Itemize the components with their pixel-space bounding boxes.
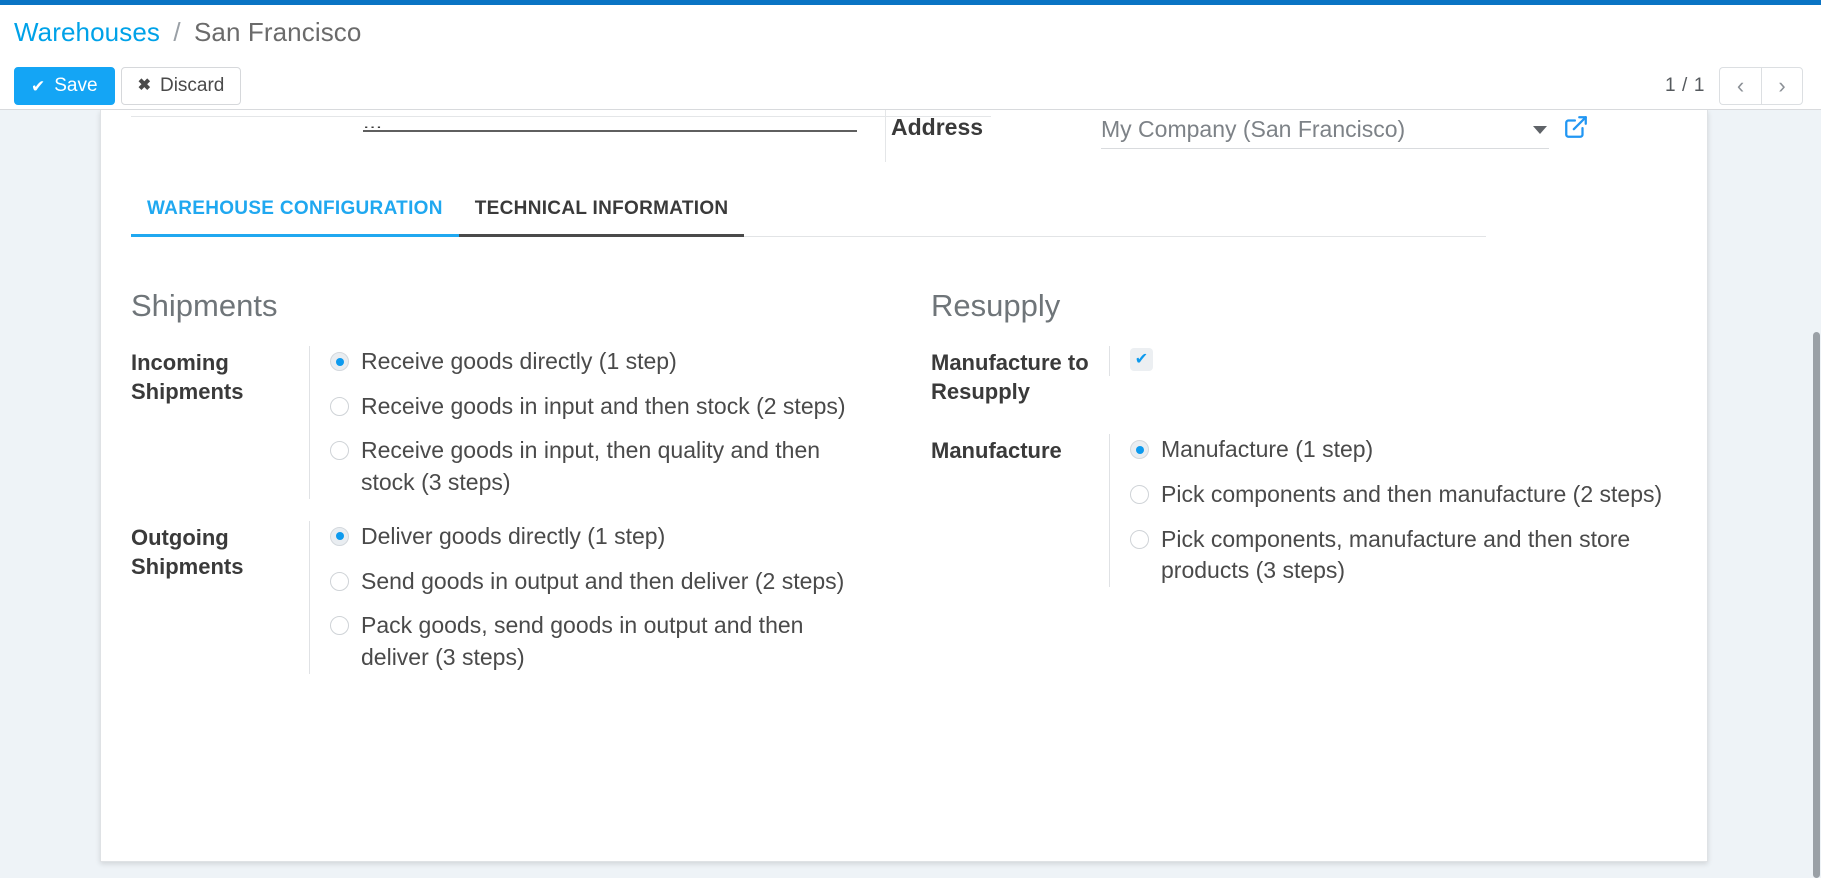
pager-buttons: ‹ › — [1719, 67, 1803, 105]
radio-icon — [330, 571, 349, 591]
field-manufacture-to-resupply: Manufacture to Resupply ✔ — [931, 346, 1671, 406]
radio-icon — [330, 396, 349, 416]
radio-label: Send goods in output and then deliver (2… — [361, 567, 845, 594]
form-column-divider — [885, 110, 886, 162]
short-name-underline — [363, 130, 857, 132]
vertical-scrollbar-thumb[interactable] — [1813, 332, 1820, 878]
pager-count: 1 / 1 — [1665, 75, 1705, 96]
radio-outgoing-3-steps[interactable]: Pack goods, send goods in output and the… — [330, 610, 871, 673]
breadcrumb-current-record: San Francisco — [193, 17, 362, 47]
short-name-field[interactable]: ... — [363, 110, 857, 132]
incoming-shipments-label: Incoming Shipments — [131, 350, 244, 405]
discard-button-label: Discard — [159, 75, 225, 96]
radio-label: Pick components, manufacture and then st… — [1161, 525, 1631, 584]
radio-manufacture-1-step[interactable]: Manufacture (1 step) — [1130, 434, 1671, 466]
record-action-buttons: ✔ Save ✖ Discard — [14, 67, 242, 105]
save-button[interactable]: ✔ Save — [14, 67, 115, 105]
manufacture-to-resupply-value: ✔ — [1109, 346, 1671, 376]
control-panel: Warehouses / San Francisco ✔ Save ✖ Disc… — [0, 5, 1821, 110]
manufacture-label: Manufacture — [931, 438, 1062, 464]
navbar-strip — [0, 0, 1821, 5]
field-outgoing-shipments: Outgoing Shipments Deliver goods directl… — [131, 520, 871, 674]
radio-outgoing-1-step[interactable]: Deliver goods directly (1 step) — [330, 521, 871, 553]
notebook-page-warehouse-configuration: Shipments Incoming Shipments Receive goo… — [131, 288, 1671, 696]
manufacture-to-resupply-checkbox[interactable]: ✔ — [1130, 348, 1153, 371]
tab-technical-information[interactable]: TECHNICAL INFORMATION — [458, 198, 745, 237]
short-name-value: ... — [363, 110, 383, 128]
shipments-group-title: Shipments — [131, 288, 278, 323]
radio-icon — [1130, 484, 1149, 504]
pager-next-button[interactable]: › — [1761, 67, 1803, 105]
radio-manufacture-3-steps[interactable]: Pick components, manufacture and then st… — [1130, 524, 1671, 587]
vertical-scrollbar[interactable] — [1812, 110, 1821, 878]
radio-label: Receive goods directly (1 step) — [361, 348, 677, 374]
radio-label: Receive goods in input, then quality and… — [361, 437, 821, 496]
address-field[interactable]: My Company (San Francisco) — [1101, 116, 1549, 149]
radio-manufacture-2-steps[interactable]: Pick components and then manufacture (2 … — [1130, 479, 1671, 511]
group-shipments: Shipments Incoming Shipments Receive goo… — [131, 288, 871, 696]
form-sheet-area: ... Company Address My Company (San Fran… — [0, 110, 1821, 878]
breadcrumb-separator: / — [173, 17, 181, 47]
radio-incoming-2-steps[interactable]: Receive goods in input and then stock (2… — [330, 391, 871, 423]
radio-label: Deliver goods directly (1 step) — [361, 522, 666, 549]
notebook-tabs: WAREHOUSE CONFIGURATION TECHNICAL INFORM… — [131, 198, 1486, 237]
external-link-icon[interactable] — [1563, 114, 1589, 140]
form-sheet: ... Company Address My Company (San Fran… — [100, 110, 1708, 862]
incoming-shipments-options: Receive goods directly (1 step) Receive … — [309, 346, 871, 499]
manufacture-options: Manufacture (1 step) Pick components and… — [1109, 434, 1671, 587]
radio-icon — [1130, 529, 1149, 549]
tab-warehouse-configuration[interactable]: WAREHOUSE CONFIGURATION — [131, 198, 459, 237]
radio-incoming-3-steps[interactable]: Receive goods in input, then quality and… — [330, 435, 871, 498]
check-icon: ✔ — [31, 76, 46, 96]
save-button-label: Save — [54, 75, 98, 96]
outgoing-shipments-options: Deliver goods directly (1 step) Send goo… — [309, 520, 871, 674]
radio-icon — [330, 441, 349, 461]
resupply-group-title: Resupply — [931, 288, 1061, 323]
address-value: My Company (San Francisco) — [1101, 116, 1406, 142]
breadcrumb: Warehouses / San Francisco — [14, 17, 361, 48]
radio-icon — [330, 616, 349, 636]
breadcrumb-link-warehouses[interactable]: Warehouses — [14, 17, 160, 47]
outgoing-shipments-label: Outgoing Shipments — [131, 524, 244, 579]
radio-incoming-1-step[interactable]: Receive goods directly (1 step) — [330, 346, 871, 378]
pager-previous-button[interactable]: ‹ — [1719, 67, 1761, 105]
manufacture-to-resupply-label: Manufacture to Resupply — [931, 350, 1089, 405]
form-row-divider — [131, 116, 991, 117]
radio-icon — [330, 352, 349, 371]
radio-label: Receive goods in input and then stock (2… — [361, 392, 846, 419]
group-resupply: Resupply Manufacture to Resupply ✔ Manuf… — [931, 288, 1671, 696]
close-icon: ✖ — [137, 77, 151, 94]
chevron-right-icon: › — [1778, 73, 1786, 98]
radio-label: Pack goods, send goods in output and the… — [361, 612, 804, 671]
discard-button[interactable]: ✖ Discard — [120, 67, 242, 105]
radio-label: Pick components and then manufacture (2 … — [1161, 480, 1663, 507]
chevron-down-icon[interactable] — [1533, 125, 1547, 134]
radio-icon — [1130, 440, 1149, 460]
field-manufacture: Manufacture Manufacture (1 step) Pick co… — [931, 434, 1671, 587]
radio-label: Manufacture (1 step) — [1161, 436, 1374, 463]
check-icon: ✔ — [1134, 350, 1149, 368]
tabs-filler — [744, 236, 1486, 237]
field-incoming-shipments: Incoming Shipments Receive goods directl… — [131, 346, 871, 499]
notebook: WAREHOUSE CONFIGURATION TECHNICAL INFORM… — [131, 198, 1486, 237]
chevron-left-icon: ‹ — [1736, 73, 1745, 98]
radio-icon — [330, 526, 349, 546]
address-field-label: Address — [891, 114, 984, 140]
clipped-form-row: ... Company Address My Company (San Fran… — [101, 110, 1707, 162]
radio-outgoing-2-steps[interactable]: Send goods in output and then deliver (2… — [330, 566, 871, 598]
record-pager: 1 / 1 ‹ › — [1665, 67, 1803, 105]
